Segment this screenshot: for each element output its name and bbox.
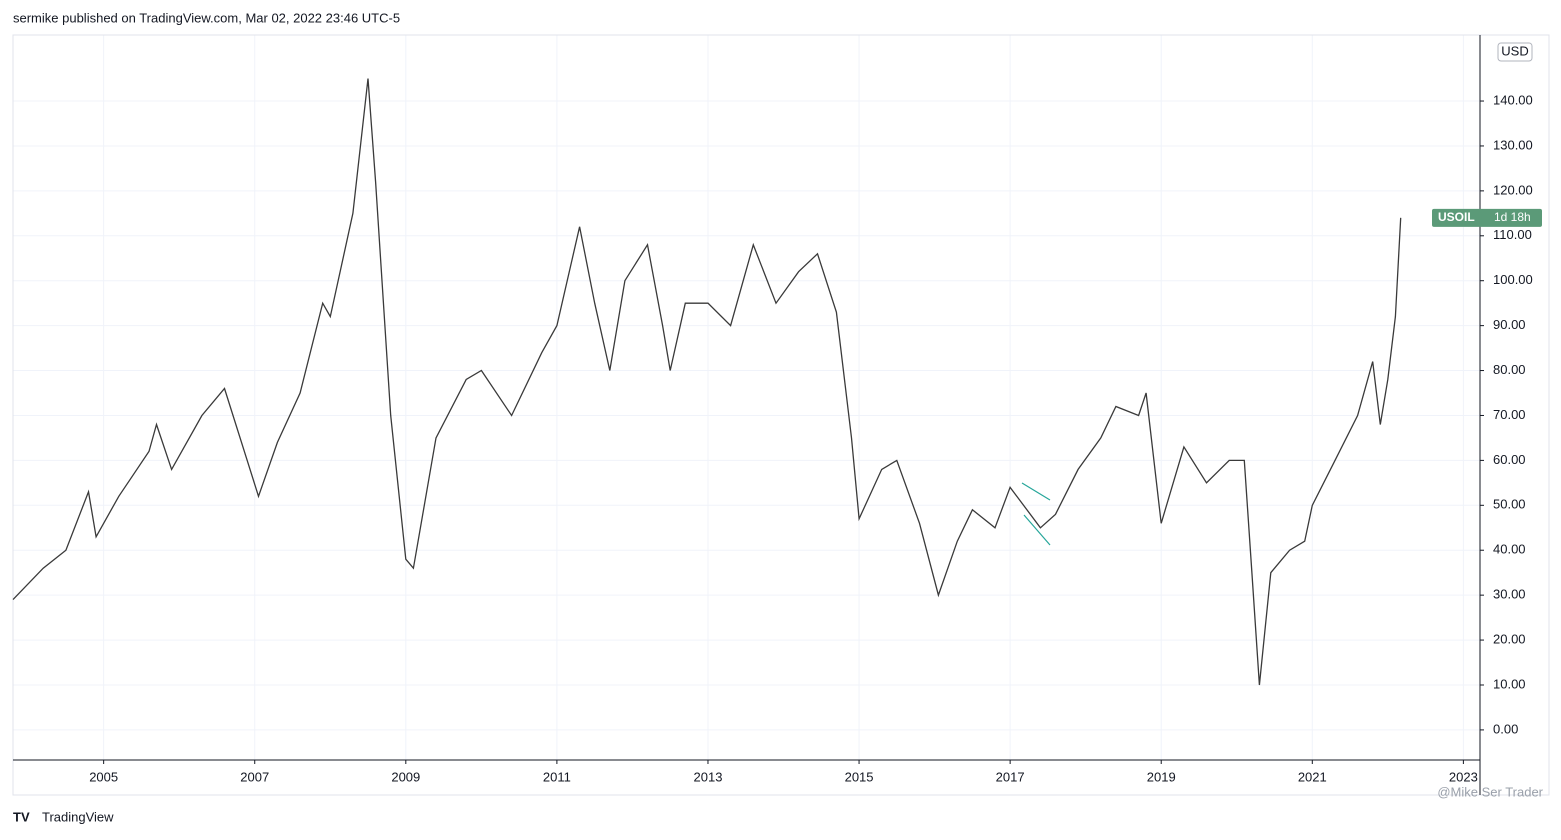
y-tick-label: 110.00 bbox=[1493, 227, 1532, 242]
last-price-tag bbox=[1432, 208, 1542, 227]
logo: TV bbox=[13, 809, 30, 824]
y-tick-label: 50.00 bbox=[1493, 497, 1526, 512]
x-tick-label: 2007 bbox=[240, 769, 269, 784]
channel-line bbox=[1023, 514, 1051, 546]
y-tick-label: 120.00 bbox=[1493, 182, 1533, 197]
y-tick-label: 80.00 bbox=[1493, 362, 1526, 377]
y-tick-label: 10.00 bbox=[1493, 676, 1526, 691]
header: sermike published on TradingView.com, Ma… bbox=[13, 10, 400, 25]
y-tick-label: 30.00 bbox=[1493, 587, 1526, 602]
footer: TradingView bbox=[42, 809, 114, 824]
y-tick-label: 60.00 bbox=[1493, 452, 1526, 467]
channel-line bbox=[1021, 482, 1051, 501]
x-tick-label: 2011 bbox=[543, 769, 571, 784]
y-tick-label: 130.00 bbox=[1493, 137, 1533, 152]
currency-badge bbox=[1497, 42, 1533, 62]
y-tick-label: 90.00 bbox=[1493, 317, 1526, 332]
frame bbox=[12, 34, 1550, 796]
y-tick-label: 40.00 bbox=[1493, 542, 1526, 557]
x-tick-label: 2023 bbox=[1449, 769, 1478, 784]
y-tick-label: 140.00 bbox=[1493, 92, 1533, 107]
series-name: USOIL bbox=[1438, 210, 1475, 224]
y-tick-label: 20.00 bbox=[1493, 632, 1526, 647]
currency: USD bbox=[1501, 43, 1528, 58]
countdown: 1d 18h bbox=[1494, 210, 1531, 224]
watermark: @Mike Ser Trader bbox=[1437, 784, 1543, 799]
y-tick-label: 70.00 bbox=[1493, 407, 1526, 422]
x-tick-label: 2019 bbox=[1147, 769, 1176, 784]
price-line bbox=[12, 78, 1402, 686]
x-tick-label: 2005 bbox=[89, 769, 118, 784]
x-tick-label: 2009 bbox=[391, 769, 420, 784]
x-tick-label: 2015 bbox=[845, 769, 874, 784]
x-tick-label: 2021 bbox=[1298, 769, 1327, 784]
y-tick-label: 100.00 bbox=[1493, 272, 1533, 287]
x-tick-label: 2013 bbox=[694, 769, 723, 784]
x-tick-label: 2017 bbox=[996, 769, 1025, 784]
y-tick-label: 0.00 bbox=[1493, 721, 1518, 736]
